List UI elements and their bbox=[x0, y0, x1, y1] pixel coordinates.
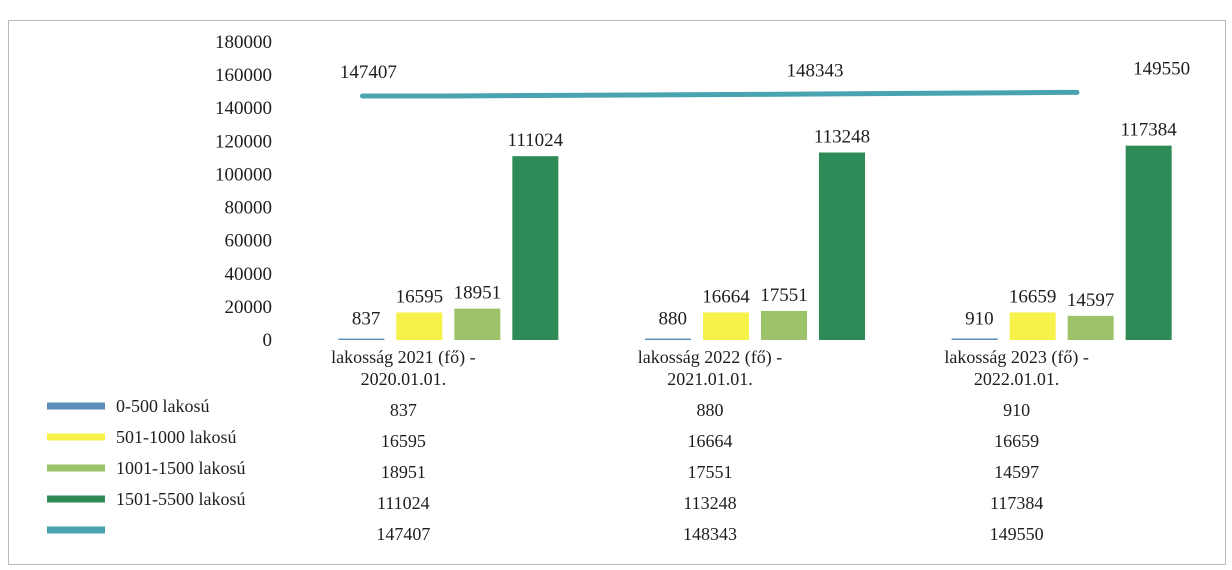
y-tick-label: 80000 bbox=[225, 198, 273, 219]
bar bbox=[396, 312, 443, 340]
category-label-line: lakosság 2023 (fő) - bbox=[944, 347, 1088, 368]
bar-data-label: 880 bbox=[659, 309, 688, 330]
bar bbox=[1125, 145, 1172, 340]
bar-data-label: 16664 bbox=[702, 286, 750, 307]
line-data-label: 148343 bbox=[787, 60, 844, 81]
y-axis: 0 20000 40000 60000 80000 100000 120000 140000 1… bbox=[215, 32, 272, 351]
legend-label: 1001-1500 lakosú bbox=[116, 458, 246, 478]
table-cell: 113248 bbox=[683, 493, 736, 513]
category-labels: lakosság 2021 (fő) -2020.01.01.lakosság … bbox=[331, 347, 1089, 389]
bar bbox=[338, 338, 385, 340]
bar bbox=[819, 152, 865, 340]
bar-data-label: 910 bbox=[965, 308, 994, 329]
table-cell: 910 bbox=[1003, 400, 1030, 420]
y-tick-label: 120000 bbox=[215, 131, 272, 152]
category-label: lakosság 2021 (fő) -2020.01.01. bbox=[331, 347, 475, 389]
data-labels: 837 880 910 16595 16664 16659 18951 17551 14597 1… bbox=[340, 58, 1190, 329]
table-cell: 16659 bbox=[994, 431, 1039, 451]
legend-label: 0-500 lakosú bbox=[116, 396, 210, 416]
table-cell: 148343 bbox=[683, 524, 737, 544]
bar bbox=[1009, 312, 1056, 340]
y-tick-label: 20000 bbox=[225, 297, 273, 318]
bar-data-label: 837 bbox=[352, 309, 381, 330]
bar-data-label: 16595 bbox=[396, 287, 444, 308]
table-cell: 117384 bbox=[990, 493, 1043, 513]
bars bbox=[338, 145, 1172, 340]
legend-label: 501-1000 lakosú bbox=[116, 427, 237, 447]
table-cell: 16595 bbox=[381, 431, 426, 451]
bar-data-label: 16659 bbox=[1009, 286, 1057, 307]
y-tick-label: 140000 bbox=[215, 98, 272, 119]
bar bbox=[454, 308, 501, 340]
bar bbox=[1067, 315, 1114, 340]
bar bbox=[512, 156, 559, 340]
bar-data-label: 117384 bbox=[1121, 120, 1178, 141]
table-cell: 147407 bbox=[376, 524, 430, 544]
y-tick-label: 180000 bbox=[215, 32, 272, 53]
category-label-line: 2021.01.01. bbox=[667, 369, 753, 389]
y-tick-label: 160000 bbox=[215, 65, 272, 86]
legend-label: 1501-5500 lakosú bbox=[116, 489, 246, 509]
y-tick-label: 0 bbox=[263, 330, 273, 351]
y-tick-label: 40000 bbox=[225, 264, 273, 285]
line-data-label: 149550 bbox=[1133, 58, 1190, 79]
y-tick-label: 100000 bbox=[215, 164, 272, 185]
bar-data-label: 14597 bbox=[1067, 290, 1115, 311]
table-cell: 880 bbox=[697, 400, 724, 420]
category-label: lakosság 2022 (fő) -2021.01.01. bbox=[638, 347, 782, 389]
table-cell: 149550 bbox=[990, 524, 1044, 544]
y-tick-label: 60000 bbox=[225, 231, 273, 252]
bar bbox=[951, 338, 998, 340]
category-label-line: lakosság 2022 (fő) - bbox=[638, 347, 782, 368]
bar bbox=[761, 310, 807, 340]
category-label: lakosság 2023 (fő) -2022.01.01. bbox=[944, 347, 1088, 389]
table-cell: 14597 bbox=[994, 462, 1039, 482]
category-label-line: lakosság 2021 (fő) - bbox=[331, 347, 475, 368]
bar-data-label: 111024 bbox=[508, 130, 564, 151]
bar-data-label: 18951 bbox=[454, 283, 502, 304]
data-table: 0-500 lakosú 837 880 910 501-1000 lakosú 1659… bbox=[47, 396, 1044, 544]
category-label-line: 2020.01.01. bbox=[361, 369, 447, 389]
chart-frame bbox=[8, 20, 1226, 565]
table-cell: 837 bbox=[390, 400, 417, 420]
total-line bbox=[359, 89, 1080, 99]
table-cell: 17551 bbox=[688, 462, 733, 482]
line-data-label: 147407 bbox=[340, 62, 397, 83]
table-cell: 111024 bbox=[377, 493, 430, 513]
bar-data-label: 17551 bbox=[760, 285, 808, 306]
total-line-series bbox=[359, 89, 1080, 99]
bar bbox=[645, 338, 691, 340]
table-cell: 18951 bbox=[381, 462, 426, 482]
bar-data-label: 113248 bbox=[814, 127, 870, 148]
bar bbox=[703, 312, 749, 340]
category-label-line: 2022.01.01. bbox=[974, 369, 1060, 389]
table-cell: 16664 bbox=[688, 431, 733, 451]
